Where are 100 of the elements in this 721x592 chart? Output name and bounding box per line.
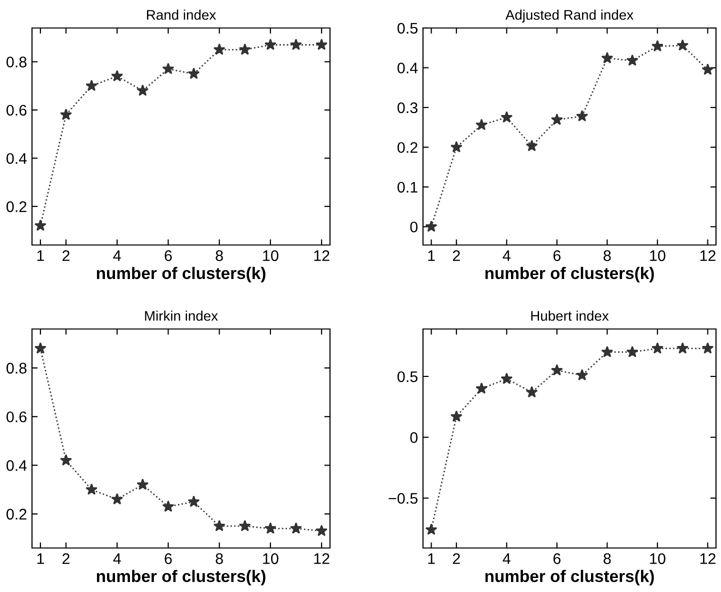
x-tick-label: 2 [452, 250, 460, 261]
point [576, 110, 588, 122]
x-tick-label: 4 [113, 553, 121, 564]
x-axis-title: number of clusters(k) [96, 266, 266, 282]
y-tick-label: 0 [410, 222, 418, 232]
y-tick-label: 0.4 [6, 153, 27, 164]
point [162, 500, 174, 512]
y-tick-label: 0.8 [6, 362, 26, 374]
point [425, 524, 438, 535]
y-tick-label: 0.2 [6, 201, 26, 212]
point [188, 68, 200, 79]
x-tick-label: 12 [700, 553, 716, 564]
x-tick-label: 8 [604, 553, 611, 564]
x-tick-label: 10 [650, 553, 666, 564]
point [476, 118, 488, 130]
point [86, 80, 98, 92]
point [702, 342, 714, 354]
point [526, 386, 538, 398]
x-tick-label: 12 [314, 553, 330, 564]
x-tick-label: 6 [553, 553, 561, 564]
x-tick-label: 6 [164, 553, 172, 564]
point [60, 454, 72, 466]
point [550, 114, 563, 125]
x-axis-title: number of clusters(k) [485, 570, 654, 586]
point [450, 140, 462, 152]
point [213, 43, 226, 55]
point [651, 342, 664, 354]
point [316, 524, 328, 536]
point [425, 220, 438, 232]
point [111, 493, 124, 505]
x-tick-label: 1 [37, 250, 44, 261]
x-tick-label: 2 [452, 553, 460, 564]
x-tick-label: 2 [62, 553, 70, 564]
chart-title: Hubert index [531, 310, 609, 321]
x-tick-label: 1 [37, 553, 44, 564]
y-tick-label: 0.8 [6, 56, 26, 68]
chart-title: Mirkin index [145, 310, 218, 321]
y-tick-label: −0.5 [388, 492, 418, 504]
x-tick-label: 1 [428, 553, 435, 564]
point [34, 342, 46, 354]
x-tick-label: 12 [700, 250, 716, 261]
x-tick-label: 10 [263, 553, 278, 564]
x-axis-title: number of clusters(k) [485, 266, 654, 282]
point [86, 483, 98, 495]
y-tick-label: 0.2 [6, 508, 26, 520]
x-tick-label: 2 [62, 250, 70, 261]
point [290, 522, 302, 534]
point [188, 496, 200, 507]
chart-title: Adjusted Rand index [505, 10, 634, 23]
point [162, 62, 174, 74]
y-tick-label: 0.6 [6, 104, 26, 116]
x-tick-label: 10 [263, 250, 278, 262]
y-tick-label: 0.4 [6, 460, 27, 471]
x-tick-label: 8 [216, 250, 223, 262]
y-tick-label: 0.1 [398, 182, 418, 193]
point [238, 43, 251, 55]
point [476, 382, 488, 394]
point [136, 84, 149, 96]
point [136, 478, 149, 490]
point [601, 52, 614, 64]
point [290, 38, 302, 50]
y-tick-label: 0.4 [398, 62, 418, 74]
x-tick-label: 10 [650, 250, 666, 262]
x-tick-label: 4 [113, 250, 121, 261]
point [264, 522, 276, 534]
x-tick-label: 1 [428, 250, 435, 261]
y-tick-label: 0.3 [398, 102, 418, 114]
chart-title: Rand index [147, 10, 216, 20]
point [676, 342, 689, 354]
x-tick-label: 8 [216, 553, 223, 564]
y-tick-label: 0.5 [398, 22, 418, 34]
x-tick-label: 12 [314, 250, 330, 261]
x-tick-label: 8 [604, 250, 611, 262]
x-axis-title: number of clusters(k) [96, 570, 266, 586]
point [676, 39, 689, 51]
point [111, 70, 124, 82]
point [60, 108, 72, 120]
y-tick-label: 0.5 [398, 371, 418, 382]
point [550, 364, 563, 376]
point [316, 38, 328, 50]
point [601, 346, 614, 358]
point [450, 410, 462, 422]
point [702, 63, 714, 75]
x-tick-label: 4 [502, 553, 510, 564]
x-tick-label: 6 [164, 250, 172, 262]
y-tick-label: 0.6 [6, 411, 26, 422]
y-tick-label: 0.2 [398, 142, 418, 153]
x-tick-label: 4 [502, 250, 510, 261]
point [526, 140, 538, 152]
y-tick-label: 0 [410, 432, 418, 443]
point [264, 38, 276, 50]
point [500, 111, 513, 123]
point [626, 54, 638, 66]
point [576, 368, 588, 380]
x-tick-label: 6 [553, 250, 561, 262]
point [213, 520, 226, 532]
point [238, 520, 251, 532]
point [626, 346, 638, 358]
point [500, 372, 513, 384]
point [651, 40, 664, 52]
